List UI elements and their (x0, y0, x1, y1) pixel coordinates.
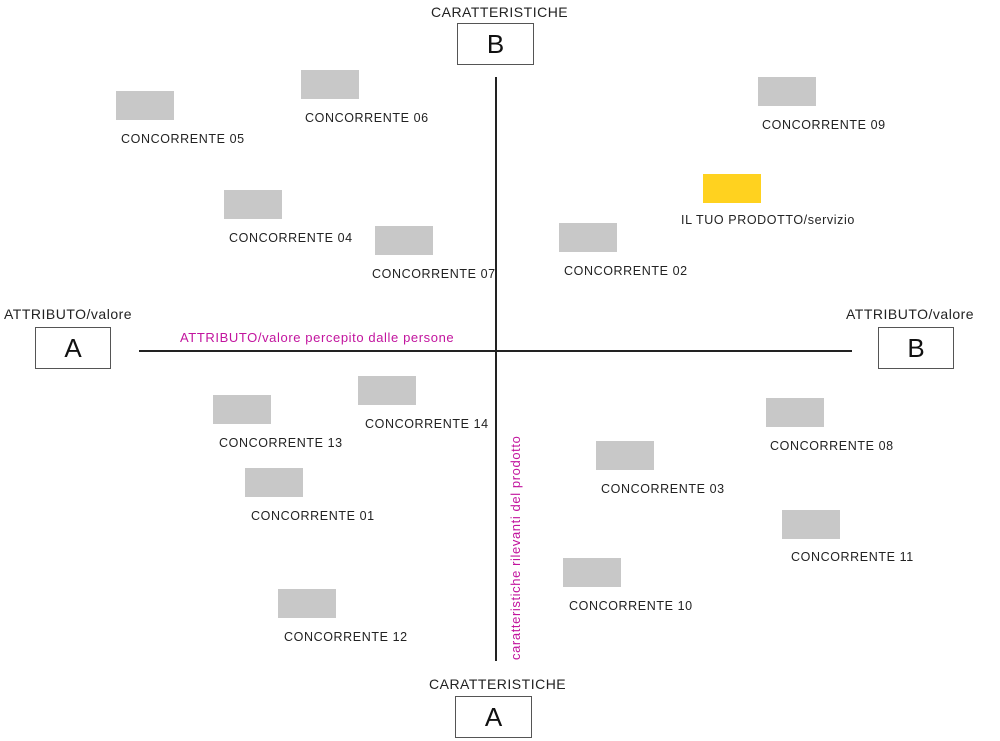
competitor-07-swatch (375, 226, 433, 255)
right-axis-title: ATTRIBUTO/valore (846, 306, 975, 322)
competitor-01-label: CONCORRENTE 01 (251, 509, 375, 523)
competitor-11-swatch (782, 510, 840, 539)
competitor-02-swatch (559, 223, 617, 252)
bottom-axis-box: A (455, 696, 532, 738)
vertical-axis-caption: caratteristiche rilevanti del prodotto (508, 435, 523, 660)
competitor-11-label: CONCORRENTE 11 (791, 550, 914, 564)
competitor-01-swatch (245, 468, 303, 497)
right-axis-box: B (878, 327, 954, 369)
competitor-12-label: CONCORRENTE 12 (284, 630, 408, 644)
competitor-06-label: CONCORRENTE 06 (305, 111, 429, 125)
competitor-09-label: CONCORRENTE 09 (762, 118, 886, 132)
vertical-axis-line (495, 77, 497, 661)
competitor-08-label: CONCORRENTE 08 (770, 439, 894, 453)
competitor-05-swatch (116, 91, 174, 120)
competitor-13-label: CONCORRENTE 13 (219, 436, 343, 450)
left-axis-title: ATTRIBUTO/valore (4, 306, 133, 322)
competitor-04-label: CONCORRENTE 04 (229, 231, 353, 245)
competitor-02-label: CONCORRENTE 02 (564, 264, 688, 278)
competitor-13-swatch (213, 395, 271, 424)
competitor-06-swatch (301, 70, 359, 99)
competitor-09-swatch (758, 77, 816, 106)
competitor-10-swatch (563, 558, 621, 587)
bottom-axis-title: CARATTERISTICHE (429, 676, 567, 692)
competitor-03-swatch (596, 441, 654, 470)
top-axis-box: B (457, 23, 534, 65)
left-axis-box: A (35, 327, 111, 369)
competitor-12-swatch (278, 589, 336, 618)
your-product-label: IL TUO PRODOTTO/servizio (681, 213, 855, 227)
competitor-14-label: CONCORRENTE 14 (365, 417, 489, 431)
top-axis-title: CARATTERISTICHE (431, 4, 569, 20)
competitor-03-label: CONCORRENTE 03 (601, 482, 725, 496)
your-product-swatch (703, 174, 761, 203)
competitor-14-swatch (358, 376, 416, 405)
horizontal-axis-caption: ATTRIBUTO/valore percepito dalle persone (180, 330, 455, 345)
competitor-10-label: CONCORRENTE 10 (569, 599, 693, 613)
competitor-07-label: CONCORRENTE 07 (372, 267, 496, 281)
competitor-04-swatch (224, 190, 282, 219)
competitor-05-label: CONCORRENTE 05 (121, 132, 245, 146)
competitor-08-swatch (766, 398, 824, 427)
